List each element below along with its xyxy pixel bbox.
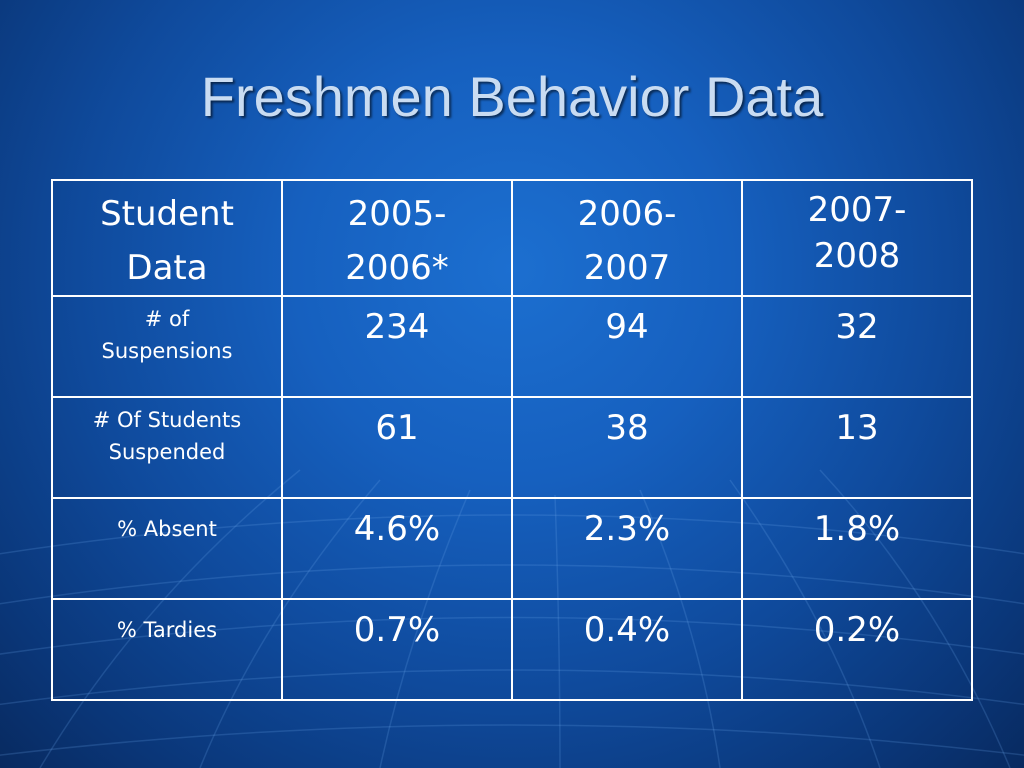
header-cell-2005-2006: 2005- 2006* — [280, 179, 513, 297]
slide-title: Freshmen Behavior Data — [200, 65, 824, 128]
value-cell: 0.7% — [280, 598, 513, 701]
value-cell: 0.2% — [740, 598, 974, 701]
cell-value: 0.7% — [353, 610, 441, 650]
value-cell: 234 — [280, 295, 513, 398]
row-label: % Absent — [117, 517, 217, 541]
value-cell: 13 — [740, 396, 974, 499]
cell-value: 234 — [364, 307, 430, 347]
value-cell: 0.4% — [510, 598, 743, 701]
row-label: # of Suspensions — [101, 307, 233, 363]
row-label-cell: % Absent — [51, 497, 283, 600]
cell-value: 0.2% — [813, 610, 901, 650]
header-cell-2007-2008: 2007- 2008 — [740, 179, 974, 297]
cell-value: 32 — [835, 307, 879, 347]
value-cell: 4.6% — [280, 497, 513, 600]
cell-value: 61 — [375, 408, 419, 448]
row-label: # Of Students Suspended — [92, 408, 242, 464]
cell-value: 0.4% — [583, 610, 671, 650]
row-label-cell: # Of Students Suspended — [51, 396, 283, 499]
table-row-absent: % Absent 4.6% 2.3% 1.8% — [51, 497, 974, 600]
header-cell-2006-2007: 2006- 2007 — [510, 179, 743, 297]
row-label: % Tardies — [116, 618, 218, 642]
cell-value: 2.3% — [583, 509, 671, 549]
cell-value: 1.8% — [813, 509, 901, 549]
table-header-row: Student Data 2005- 2006* 2006- 2007 2007- 20… — [51, 179, 974, 297]
value-cell: 38 — [510, 396, 743, 499]
value-cell: 32 — [740, 295, 974, 398]
table-row-tardies: % Tardies 0.7% 0.4% 0.2% — [51, 598, 974, 701]
header-label: 2005- 2006* — [345, 194, 449, 288]
value-cell: 61 — [280, 396, 513, 499]
header-label: Student Data — [100, 194, 234, 288]
cell-value: 38 — [605, 408, 649, 448]
value-cell: 94 — [510, 295, 743, 398]
cell-value: 13 — [835, 408, 879, 448]
cell-value: 4.6% — [353, 509, 441, 549]
cell-value: 94 — [605, 307, 649, 347]
value-cell: 2.3% — [510, 497, 743, 600]
value-cell: 1.8% — [740, 497, 974, 600]
table-row-suspensions: # of Suspensions 234 94 32 — [51, 295, 974, 398]
behavior-data-table: Student Data 2005- 2006* 2006- 2007 2007- 20… — [51, 179, 974, 701]
header-label: 2007- 2008 — [807, 190, 907, 276]
header-cell-student-data: Student Data — [51, 179, 283, 297]
row-label-cell: # of Suspensions — [51, 295, 283, 398]
header-label: 2006- 2007 — [577, 194, 677, 288]
row-label-cell: % Tardies — [51, 598, 283, 701]
table-row-students-suspended: # Of Students Suspended 61 38 13 — [51, 396, 974, 499]
